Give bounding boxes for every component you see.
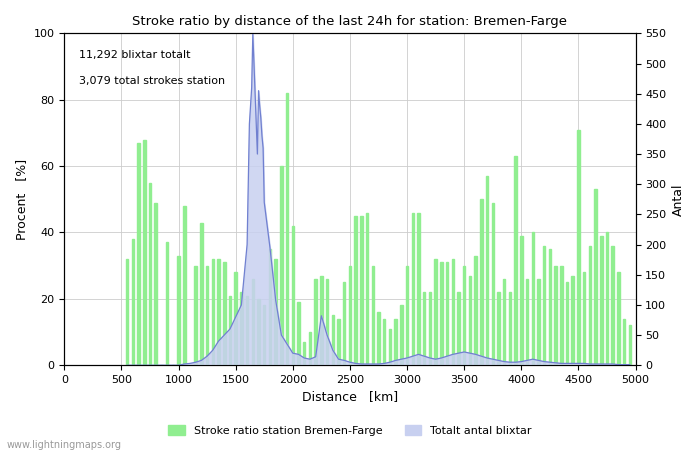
Bar [417,212,420,365]
Text: 3,079 total strokes station: 3,079 total strokes station [78,76,225,86]
Bar [343,282,346,365]
Bar [229,296,231,365]
Bar [406,266,408,365]
Bar [280,166,283,365]
Bar [549,249,551,365]
Bar [452,259,454,365]
Bar [320,275,323,365]
Bar [400,306,402,365]
Bar [211,259,214,365]
Bar [137,143,140,365]
Bar [303,342,305,365]
Bar [520,236,523,365]
Bar [629,325,631,365]
Bar [435,259,437,365]
Title: Stroke ratio by distance of the last 24h for station: Bremen-Farge: Stroke ratio by distance of the last 24h… [132,15,568,28]
Bar [526,279,528,365]
Bar [383,319,386,365]
Bar [578,130,580,365]
Bar [354,216,357,365]
Bar [463,266,466,365]
Bar [475,256,477,365]
Bar [480,199,482,365]
Bar [183,206,186,365]
Bar [412,212,414,365]
Bar [326,279,328,365]
Bar [291,226,294,365]
Bar [372,266,374,365]
Bar [571,275,574,365]
Bar [606,233,608,365]
Bar [337,319,340,365]
Bar [166,243,169,365]
Bar [132,239,134,365]
Bar [377,312,380,365]
X-axis label: Distance   [km]: Distance [km] [302,391,398,404]
Bar [126,259,128,365]
Bar [554,266,557,365]
Bar [246,296,248,365]
Bar [440,262,442,365]
Bar [251,279,254,365]
Bar [298,302,300,365]
Bar [148,183,151,365]
Bar [286,93,288,365]
Bar [617,272,620,365]
Bar [394,319,397,365]
Text: www.lightningmaps.org: www.lightningmaps.org [7,440,122,450]
Bar [537,279,540,365]
Bar [314,279,317,365]
Bar [143,140,146,365]
Bar [309,332,312,365]
Y-axis label: Procent   [%]: Procent [%] [15,159,28,240]
Bar [258,299,260,365]
Bar [274,259,277,365]
Bar [155,202,157,365]
Text: 11,292 blixtar totalt: 11,292 blixtar totalt [78,50,190,60]
Bar [560,266,563,365]
Bar [566,282,568,365]
Bar [612,246,614,365]
Bar [428,292,431,365]
Bar [217,259,220,365]
Bar [486,176,489,365]
Y-axis label: Antal: Antal [672,183,685,216]
Bar [360,216,363,365]
Bar [531,233,534,365]
Bar [234,272,237,365]
Bar [469,275,471,365]
Bar [223,262,225,365]
Bar [240,292,243,365]
Bar [589,246,591,365]
Bar [583,272,585,365]
Bar [594,189,597,365]
Bar [389,328,391,365]
Bar [509,292,511,365]
Bar [195,266,197,365]
Bar [263,306,265,365]
Legend: Stroke ratio station Bremen-Farge, Totalt antal blixtar: Stroke ratio station Bremen-Farge, Total… [164,420,536,440]
Bar [269,249,271,365]
Bar [600,236,603,365]
Bar [423,292,426,365]
Bar [457,292,460,365]
Bar [206,266,209,365]
Bar [543,246,545,365]
Bar [497,292,500,365]
Bar [514,156,517,365]
Bar [366,212,368,365]
Bar [177,256,180,365]
Bar [332,315,334,365]
Bar [623,319,625,365]
Bar [503,279,505,365]
Bar [349,266,351,365]
Bar [446,262,448,365]
Bar [200,222,203,365]
Bar [491,202,494,365]
